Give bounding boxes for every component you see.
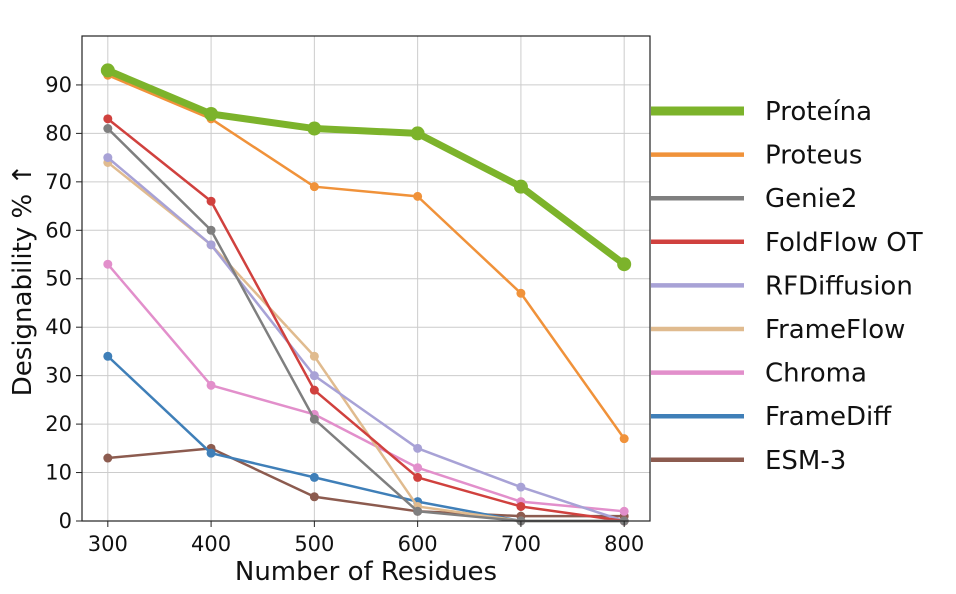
data-point	[309, 182, 319, 192]
data-point	[619, 434, 629, 444]
legend-label: Proteus	[765, 141, 862, 171]
series-esm-3	[103, 443, 629, 521]
series-frameflow	[103, 157, 629, 526]
data-point	[309, 492, 319, 502]
series-line	[107, 161, 625, 523]
y-tick-label: 80	[45, 121, 72, 145]
x-tick-label: 700	[501, 532, 541, 556]
data-point	[204, 107, 219, 122]
grid	[82, 36, 650, 522]
legend-label: Genie2	[765, 184, 857, 214]
data-point	[103, 453, 113, 463]
y-tick-label: 20	[45, 412, 72, 436]
x-tick-label: 500	[294, 532, 334, 556]
legend-label: Proteína	[765, 97, 872, 127]
y-tick-label: 50	[45, 267, 72, 291]
data-point	[410, 126, 425, 141]
data-point	[413, 506, 423, 516]
series-line	[107, 447, 625, 518]
legend-label: FrameFlow	[765, 315, 905, 345]
data-point	[513, 179, 528, 194]
data-point	[206, 225, 216, 235]
data-point	[206, 380, 216, 390]
data-point	[413, 443, 423, 453]
series-prote-na	[100, 63, 632, 272]
y-tick-label: 60	[45, 218, 72, 242]
data-point	[103, 351, 113, 361]
legend: Proteína Proteus Genie2 FoldFlow OT RFDiffus…	[651, 97, 923, 476]
series-line	[107, 156, 625, 523]
data-point	[619, 506, 629, 516]
x-axis-label: Number of Residues	[235, 557, 497, 587]
data-point	[103, 124, 113, 134]
data-point	[103, 114, 113, 124]
y-tick-label: 90	[45, 73, 72, 97]
data-point	[413, 472, 423, 482]
series-line	[106, 67, 627, 268]
data-point	[309, 351, 319, 361]
legend-label: FrameDiff	[765, 402, 892, 432]
data-point	[206, 196, 216, 206]
data-point	[309, 385, 319, 395]
series-line	[107, 117, 625, 523]
legend-label: ESM-3	[765, 446, 846, 476]
series-proteus	[103, 70, 629, 444]
y-tick-label: 30	[45, 364, 72, 388]
series-framediff	[103, 351, 629, 526]
y-tick-label: 0	[59, 509, 72, 533]
legend-label: RFDiffusion	[765, 271, 913, 301]
x-tick-label: 600	[398, 532, 438, 556]
x-tick-label: 400	[191, 532, 231, 556]
data-point	[206, 448, 216, 458]
series-chroma	[103, 259, 629, 516]
y-tick-label: 10	[45, 461, 72, 485]
data-point	[309, 472, 319, 482]
data-point	[309, 371, 319, 381]
x-tick-label: 800	[604, 532, 644, 556]
y-tick-label: 70	[45, 170, 72, 194]
data-point	[206, 240, 216, 250]
y-axis-label: Designability % ↑	[8, 164, 38, 396]
series-line	[106, 127, 625, 523]
data-point	[516, 501, 526, 511]
series-line	[106, 263, 625, 513]
data-point	[413, 463, 423, 473]
data-point	[103, 259, 113, 269]
series-genie2	[103, 124, 629, 526]
ticks: 300 400 500 600 700 800 0 10 20 30 40 50 60 70 80 90	[45, 73, 644, 556]
data-point	[100, 63, 115, 78]
data-point	[617, 257, 632, 272]
data-point	[413, 191, 423, 201]
data-point	[103, 153, 113, 163]
data-point	[516, 288, 526, 298]
series-group	[100, 63, 632, 526]
data-point	[309, 414, 319, 424]
data-point	[516, 482, 526, 492]
y-tick-label: 40	[45, 315, 72, 339]
legend-label: Chroma	[765, 359, 867, 389]
x-tick-label: 300	[88, 532, 128, 556]
legend-label: FoldFlow OT	[765, 228, 923, 258]
series-line	[107, 74, 626, 440]
data-point	[307, 121, 322, 136]
